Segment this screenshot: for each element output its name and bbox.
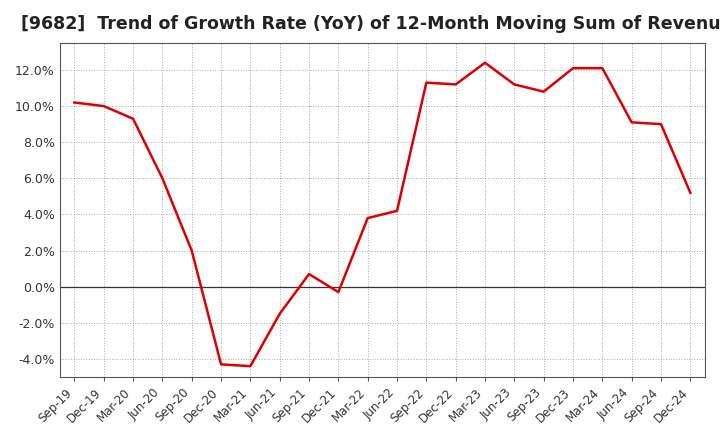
Title: [9682]  Trend of Growth Rate (YoY) of 12-Month Moving Sum of Revenues: [9682] Trend of Growth Rate (YoY) of 12-… [22, 15, 720, 33]
